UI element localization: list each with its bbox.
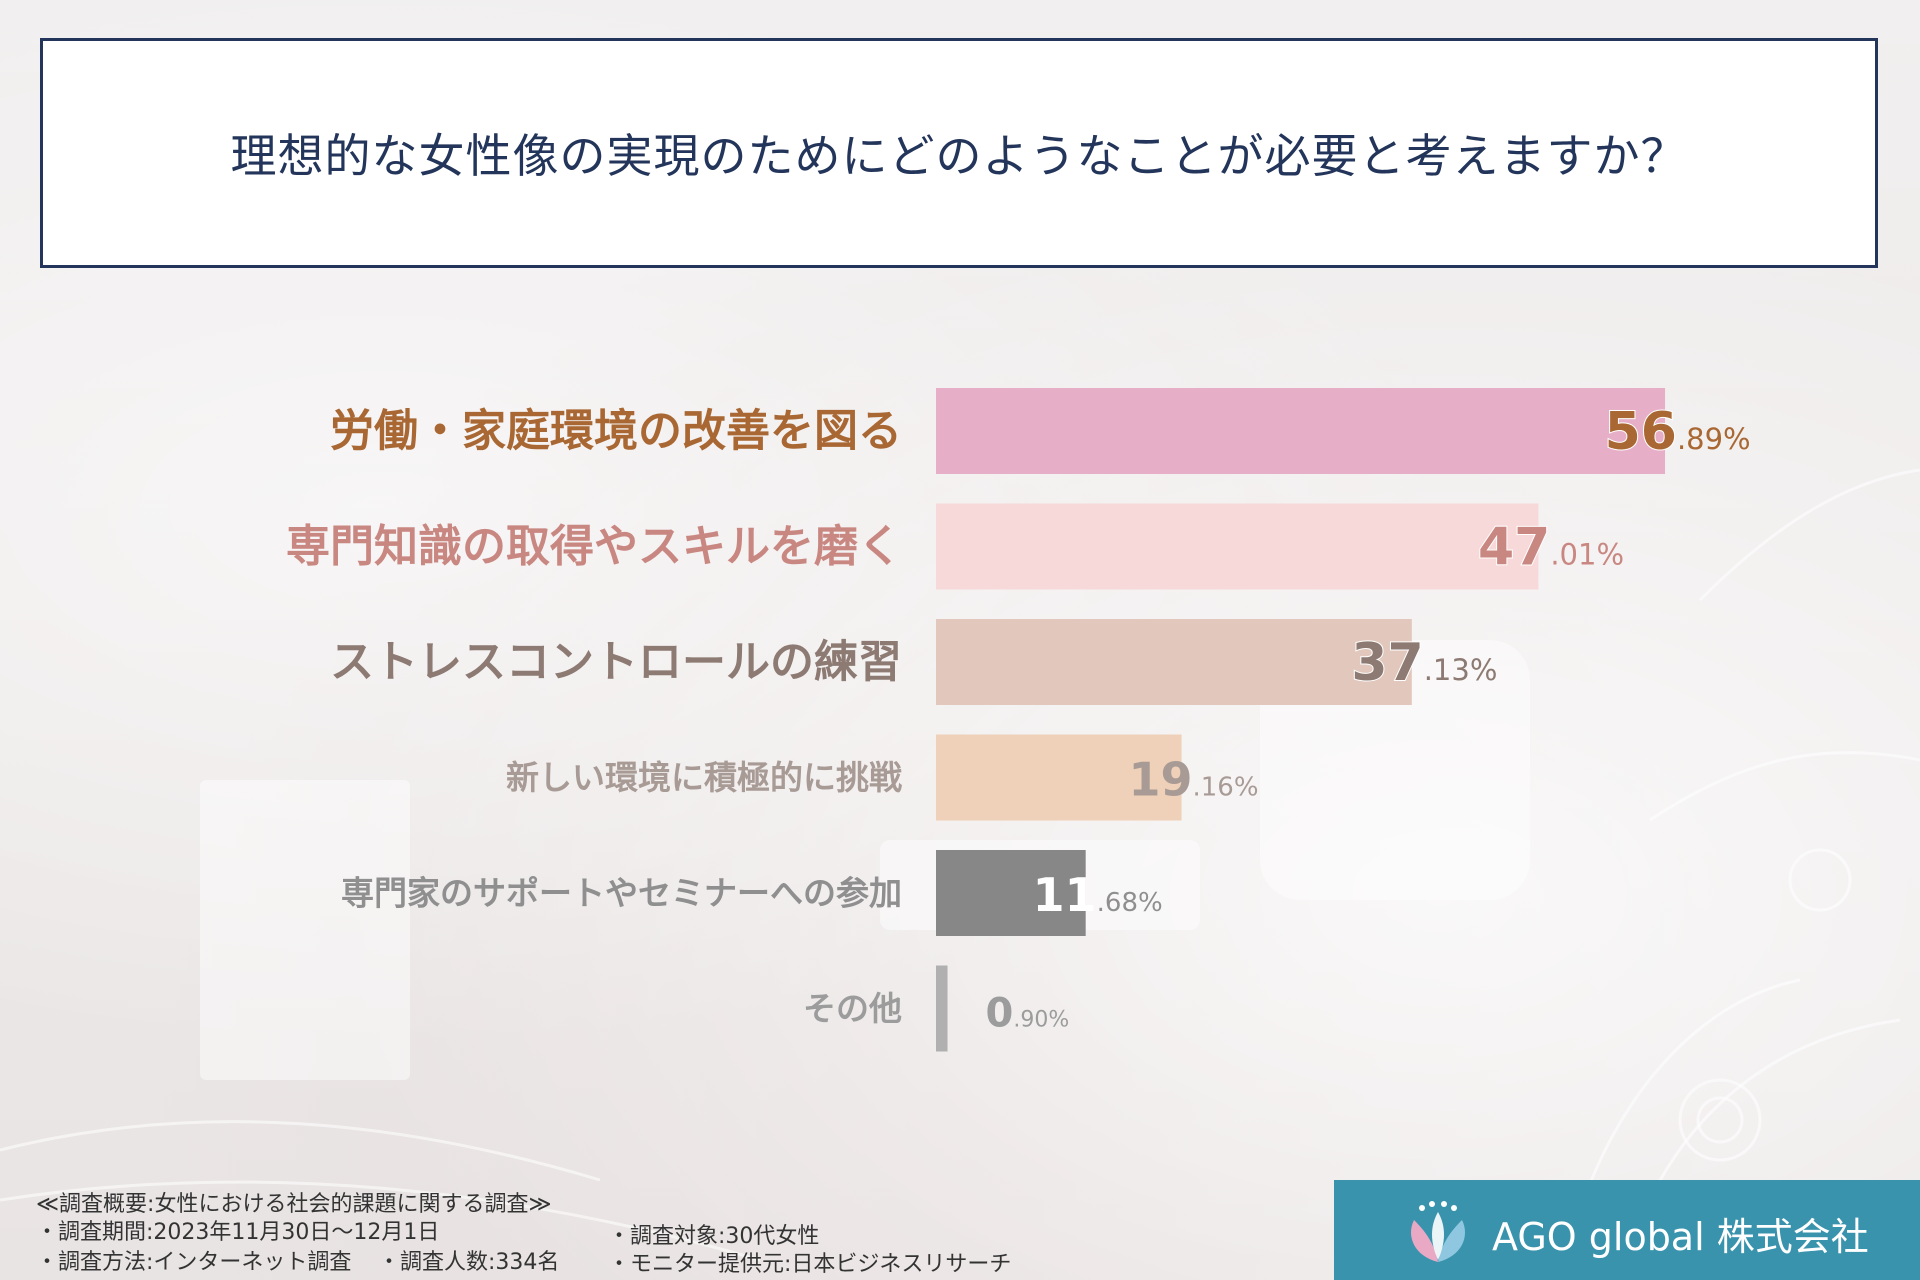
ago-global-logo-icon xyxy=(1411,1201,1465,1262)
bar-4 xyxy=(936,734,1182,821)
survey-count: ・調査人数:334名 xyxy=(378,1250,560,1275)
bar-6 xyxy=(936,965,948,1052)
value-label-2: 47.01% xyxy=(1478,518,1624,578)
category-label-1: 労働・家庭環境の改善を図る xyxy=(330,406,902,457)
category-label-6: その他 xyxy=(803,989,902,1028)
survey-period: ・調査期間:2023年11月30日〜12月1日 xyxy=(36,1220,440,1245)
value-label-3: 37.13% xyxy=(1351,633,1497,693)
survey-target: ・調査対象:30代女性 xyxy=(608,1224,820,1249)
survey-summary-heading: ≪調査概要:女性における社会的課題に関する調査≫ xyxy=(36,1192,552,1217)
value-label-4: 19.16% xyxy=(1128,753,1258,807)
category-label-3: ストレスコントロールの練習 xyxy=(330,637,902,688)
value-label-5: 11.68% xyxy=(1033,868,1163,922)
bar-2 xyxy=(936,503,1539,590)
bar-1 xyxy=(936,388,1666,474)
bar-3 xyxy=(936,619,1412,705)
question-title-box: 理想的な女性像の実現のためにどのようなことが必要と考えますか？ xyxy=(40,38,1878,268)
category-label-4: 新しい環境に積極的に挑戦 xyxy=(506,758,902,797)
survey-monitor: ・モニター提供元:日本ビジネスリサーチ xyxy=(608,1252,1012,1277)
value-label-1: 56.89% xyxy=(1605,402,1751,462)
question-title: 理想的な女性像の実現のためにどのようなことが必要と考えますか？ xyxy=(230,129,1688,183)
survey-method: ・調査方法:インターネット調査 xyxy=(36,1250,352,1275)
category-label-2: 専門知識の取得やスキルを磨く xyxy=(286,521,902,572)
company-name: AGO global 株式会社 xyxy=(1492,1215,1869,1259)
category-label-5: 専門家のサポートやセミナーへの参加 xyxy=(341,874,902,913)
value-label-6: 0.90% xyxy=(986,991,1070,1037)
company-banner: AGO global 株式会社 xyxy=(1334,1180,1920,1280)
survey-summary: ≪調査概要:女性における社会的課題に関する調査≫ ・調査期間:2023年11月3… xyxy=(36,1186,1326,1277)
bar-5 xyxy=(936,850,1086,936)
